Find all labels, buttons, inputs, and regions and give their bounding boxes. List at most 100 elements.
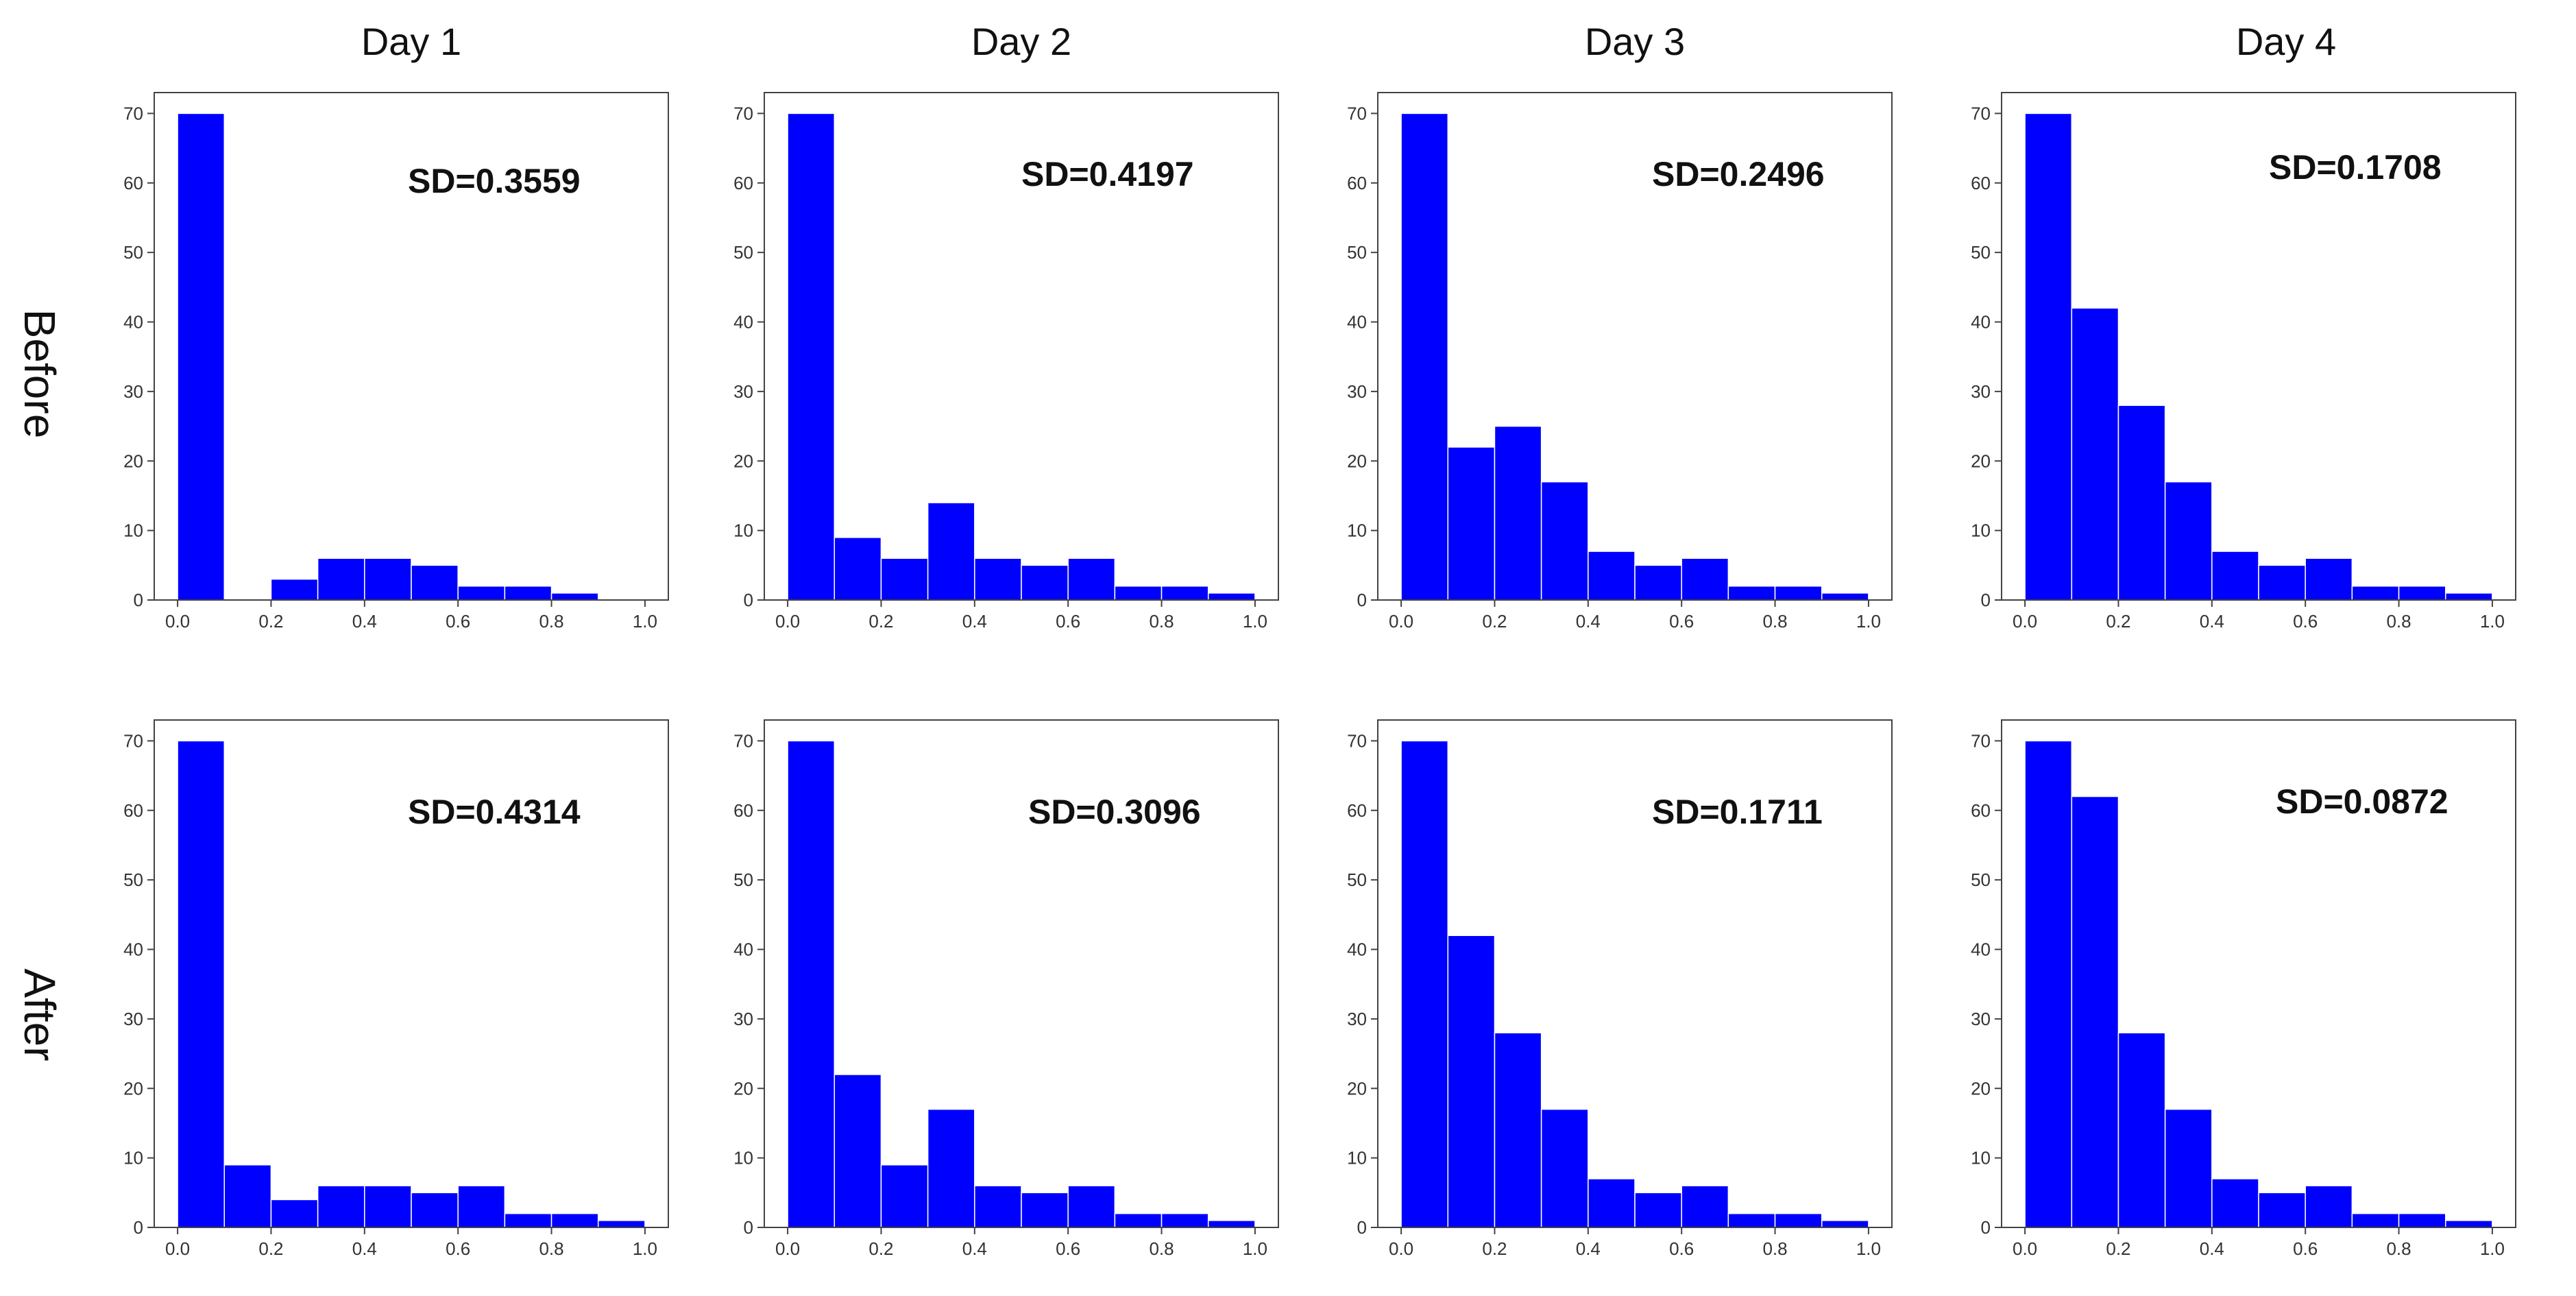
y-tick-label: 40 bbox=[1971, 939, 1991, 960]
histogram-bar bbox=[411, 564, 459, 601]
histogram-bar bbox=[2071, 307, 2119, 601]
histogram-bar bbox=[1681, 557, 1729, 601]
histogram-bar bbox=[1161, 585, 1209, 601]
x-tick-label: 0.6 bbox=[2293, 611, 2318, 632]
histogram-bar bbox=[2211, 1178, 2259, 1228]
x-tick-label: 0.0 bbox=[1389, 1238, 1413, 1259]
x-tick-label: 0.0 bbox=[775, 1238, 800, 1259]
chart-svg: 0.0 0.2 0.4 0.6 0.8 1.0 0 10 20 30 40 50 60 70 bbox=[733, 92, 1279, 632]
y-tick-label: 30 bbox=[1971, 381, 1991, 402]
histogram-bar bbox=[787, 112, 836, 601]
x-tick-label: 0.2 bbox=[1482, 1238, 1507, 1259]
y-tick-label: 0 bbox=[1357, 1217, 1367, 1238]
x-tick-label: 0.6 bbox=[2293, 1238, 2318, 1259]
x-tick-label: 0.2 bbox=[2106, 611, 2130, 632]
histogram-bar bbox=[2164, 481, 2213, 601]
histogram-bar bbox=[1447, 446, 1496, 601]
x-tick-label: 1.0 bbox=[1856, 1238, 1881, 1259]
histogram-bar bbox=[787, 740, 836, 1228]
x-tick-label: 0.8 bbox=[1149, 611, 1174, 632]
histogram-bar bbox=[2117, 405, 2166, 601]
x-tick-label: 0.8 bbox=[2386, 1238, 2411, 1259]
histogram-bar bbox=[411, 1192, 459, 1228]
histogram-bar bbox=[2351, 585, 2400, 601]
chart-svg: 0.0 0.2 0.4 0.6 0.8 1.0 0 10 20 30 40 50 60 70 bbox=[1347, 92, 1893, 632]
sd-annotation: SD=0.1711 bbox=[1652, 793, 1823, 831]
histogram-before-day-1: 0.0 0.2 0.4 0.6 0.8 1.0 0 10 20 30 40 50 60 70 SD=0.3… bbox=[93, 86, 682, 634]
histogram-bar bbox=[2211, 551, 2259, 601]
histogram-bar bbox=[504, 1212, 552, 1228]
histogram-bar bbox=[2164, 1108, 2213, 1228]
histogram-bar bbox=[1400, 740, 1449, 1228]
histogram-bar bbox=[1021, 1192, 1069, 1228]
x-tick-label: 0.2 bbox=[1482, 611, 1507, 632]
y-tick-label: 30 bbox=[1347, 381, 1367, 402]
y-tick-label: 0 bbox=[744, 1217, 753, 1238]
histogram-bar bbox=[2351, 1212, 2400, 1228]
sd-annotation: SD=0.2496 bbox=[1652, 155, 1825, 193]
y-tick-label: 20 bbox=[1971, 451, 1991, 471]
x-tick-label: 0.4 bbox=[962, 1238, 987, 1259]
y-tick-label: 40 bbox=[1347, 939, 1367, 960]
x-tick-label: 0.8 bbox=[1762, 611, 1787, 632]
x-tick-label: 0.6 bbox=[446, 1238, 470, 1259]
y-tick-label: 10 bbox=[1347, 520, 1367, 541]
y-tick-label: 50 bbox=[1971, 869, 1991, 890]
y-tick-label: 70 bbox=[733, 103, 753, 123]
x-tick-label: 0.2 bbox=[258, 611, 283, 632]
y-tick-label: 30 bbox=[733, 1009, 753, 1029]
histogram-after-day-2: 0.0 0.2 0.4 0.6 0.8 1.0 0 10 20 30 40 50 60 70 SD=0.3… bbox=[703, 713, 1292, 1262]
x-tick-label: 0.4 bbox=[2200, 1238, 2224, 1259]
x-tick-label: 1.0 bbox=[2480, 1238, 2505, 1259]
y-tick-label: 30 bbox=[123, 1009, 143, 1029]
histogram-bar bbox=[2071, 795, 2119, 1228]
histogram-bar bbox=[1727, 1212, 1776, 1228]
y-tick-label: 50 bbox=[1347, 869, 1367, 890]
histogram-bar bbox=[1114, 1212, 1163, 1228]
histogram-bar bbox=[2258, 1192, 2306, 1228]
chart-svg: 0.0 0.2 0.4 0.6 0.8 1.0 0 10 20 30 40 50 60 70 bbox=[733, 719, 1279, 1259]
chart-svg: 0.0 0.2 0.4 0.6 0.8 1.0 0 10 20 30 40 50 60 70 bbox=[1971, 719, 2516, 1259]
x-tick-label: 0.6 bbox=[1669, 1238, 1694, 1259]
histogram-bar bbox=[223, 1164, 272, 1228]
y-tick-label: 20 bbox=[123, 451, 143, 471]
y-tick-label: 20 bbox=[733, 451, 753, 471]
plot-frame bbox=[154, 92, 669, 601]
y-tick-label: 10 bbox=[1971, 520, 1991, 541]
histogram-bar bbox=[2117, 1032, 2166, 1228]
y-tick-label: 60 bbox=[123, 173, 143, 193]
histogram-bar bbox=[1207, 1220, 1256, 1228]
x-tick-label: 0.8 bbox=[539, 611, 563, 632]
y-tick-label: 0 bbox=[134, 1217, 143, 1238]
histogram-bar bbox=[457, 1185, 506, 1228]
sd-annotation: SD=0.0872 bbox=[2276, 782, 2449, 821]
y-tick-label: 0 bbox=[134, 590, 143, 610]
histogram-bar bbox=[504, 585, 552, 601]
plot-frame bbox=[764, 719, 1279, 1228]
x-tick-label: 0.4 bbox=[962, 611, 987, 632]
y-tick-label: 0 bbox=[1357, 590, 1367, 610]
x-tick-label: 0.8 bbox=[1149, 1238, 1174, 1259]
histogram-bar bbox=[2024, 112, 2073, 601]
x-tick-label: 1.0 bbox=[1243, 1238, 1267, 1259]
plot-frame bbox=[1377, 719, 1893, 1228]
histogram-bar bbox=[1774, 585, 1823, 601]
y-tick-label: 50 bbox=[733, 242, 753, 263]
histogram-bar bbox=[1494, 425, 1542, 601]
histogram-bar bbox=[2305, 557, 2353, 601]
histogram-bar bbox=[1821, 1220, 1869, 1228]
histogram-after-day-4: 0.0 0.2 0.4 0.6 0.8 1.0 0 10 20 30 40 50 60 70 SD=0.0… bbox=[1940, 713, 2529, 1262]
y-tick-label: 30 bbox=[1971, 1009, 1991, 1029]
y-tick-label: 50 bbox=[1971, 242, 1991, 263]
x-tick-label: 0.6 bbox=[1669, 611, 1694, 632]
histogram-bar bbox=[2024, 740, 2073, 1228]
histogram-bar bbox=[1067, 557, 1116, 601]
y-tick-label: 10 bbox=[123, 520, 143, 541]
histogram-before-day-3: 0.0 0.2 0.4 0.6 0.8 1.0 0 10 20 30 40 50 60 70 SD=0.2… bbox=[1316, 86, 1906, 634]
histogram-bar bbox=[177, 112, 226, 601]
x-tick-label: 0.2 bbox=[258, 1238, 283, 1259]
y-tick-label: 60 bbox=[1347, 173, 1367, 193]
histogram-bar bbox=[1207, 592, 1256, 601]
sd-annotation: SD=0.3096 bbox=[1028, 793, 1201, 831]
y-tick-label: 30 bbox=[1347, 1009, 1367, 1029]
